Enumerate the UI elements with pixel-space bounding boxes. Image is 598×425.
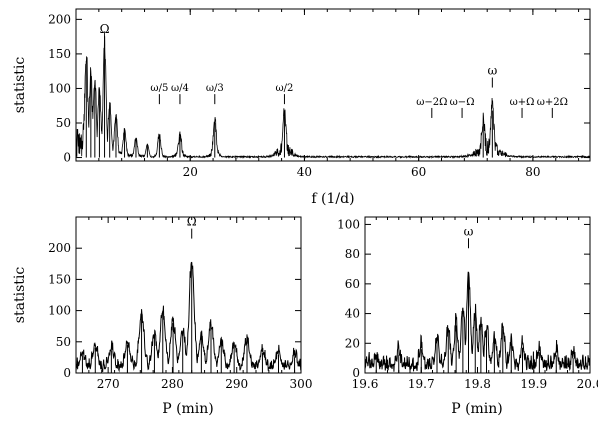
y-tick-label: 100 xyxy=(337,217,360,231)
bottom-left-periodogram-panel: 270 280 290 300 0 50 100 150 200 Ω P (min) statis… xyxy=(12,215,312,417)
y-tick-label: 150 xyxy=(48,272,71,286)
annotation-label: ω−Ω xyxy=(450,97,475,108)
top-plot-marks: 20 40 60 80 0 50 100 150 200 Ωω/5 ω/4 ω/3 ω/2 ω−2Ω ω−Ω… xyxy=(48,9,591,179)
y-tick-label: 150 xyxy=(48,47,71,61)
x-tick-label: 280 xyxy=(161,377,184,391)
y-tick-label: 60 xyxy=(345,277,360,291)
top-y-axis-label: statistic xyxy=(12,57,28,114)
annotation-label: ω+Ω xyxy=(510,97,535,108)
bottom-right-x-axis-label: P (min) xyxy=(451,401,503,417)
y-tick-label: 80 xyxy=(345,247,360,261)
y-tick-label: 0 xyxy=(352,366,360,380)
bottom-left-plot-marks: 270 280 290 300 0 50 100 150 200 Ω xyxy=(48,215,312,391)
y-tick-label: 40 xyxy=(345,307,360,321)
bottom-left-y-axis-label: statistic xyxy=(12,267,28,324)
annotation-label: ω/3 xyxy=(206,83,224,94)
top-periodogram-panel: 20 40 60 80 0 50 100 150 200 Ωω/5 ω/4 ω/3 ω/2 ω−2Ω ω−Ω… xyxy=(12,8,591,207)
series-line xyxy=(364,271,591,372)
x-tick-label: 20 xyxy=(183,165,198,179)
y-tick-label: 50 xyxy=(56,335,71,349)
x-tick-label: 80 xyxy=(525,165,540,179)
x-tick-label: 19.7 xyxy=(408,377,435,391)
y-tick-label: 0 xyxy=(63,151,71,165)
y-tick-label: 0 xyxy=(63,366,71,380)
x-tick-label: 40 xyxy=(297,165,312,179)
annotation-label: ω−2Ω xyxy=(416,97,447,108)
top-plot-frame xyxy=(75,8,591,162)
x-tick-label: 20.0 xyxy=(577,377,598,391)
series-line xyxy=(75,31,591,160)
x-tick-label: 290 xyxy=(225,377,248,391)
y-tick-label: 50 xyxy=(56,116,71,130)
series-line xyxy=(75,262,302,373)
y-tick-label: 100 xyxy=(48,81,71,95)
y-tick-label: 20 xyxy=(345,336,360,350)
annotation-label: ω/4 xyxy=(171,83,189,94)
top-x-axis-label: f (1/d) xyxy=(311,191,354,207)
x-tick-label: 60 xyxy=(411,165,426,179)
y-tick-label: 100 xyxy=(48,304,71,318)
annotation-label: ω xyxy=(464,224,474,238)
bottom-left-x-axis-label: P (min) xyxy=(162,401,214,417)
y-tick-label: 200 xyxy=(48,12,71,26)
bottom-left-plot-frame xyxy=(75,216,302,374)
x-tick-label: 19.9 xyxy=(520,377,547,391)
x-tick-label: 19.8 xyxy=(464,377,491,391)
y-tick-label: 200 xyxy=(48,241,71,255)
x-tick-label: 19.6 xyxy=(352,377,379,391)
annotation-label: ω/5 xyxy=(150,83,168,94)
annotation-label: ω+2Ω xyxy=(537,97,568,108)
annotation-label: ω/2 xyxy=(276,83,294,94)
annotation-label: ω xyxy=(487,64,497,78)
x-tick-label: 300 xyxy=(290,377,313,391)
bottom-right-periodogram-panel: 19.6 19.7 19.8 19.9 20.0 0 20 40 60 80 100 ω P (min… xyxy=(337,216,598,417)
annotation-label: Ω xyxy=(100,22,110,36)
annotation-label: Ω xyxy=(187,215,197,229)
bottom-right-plot-marks: 19.6 19.7 19.8 19.9 20.0 0 20 40 60 80 100 ω xyxy=(337,217,598,391)
x-tick-label: 270 xyxy=(97,377,120,391)
